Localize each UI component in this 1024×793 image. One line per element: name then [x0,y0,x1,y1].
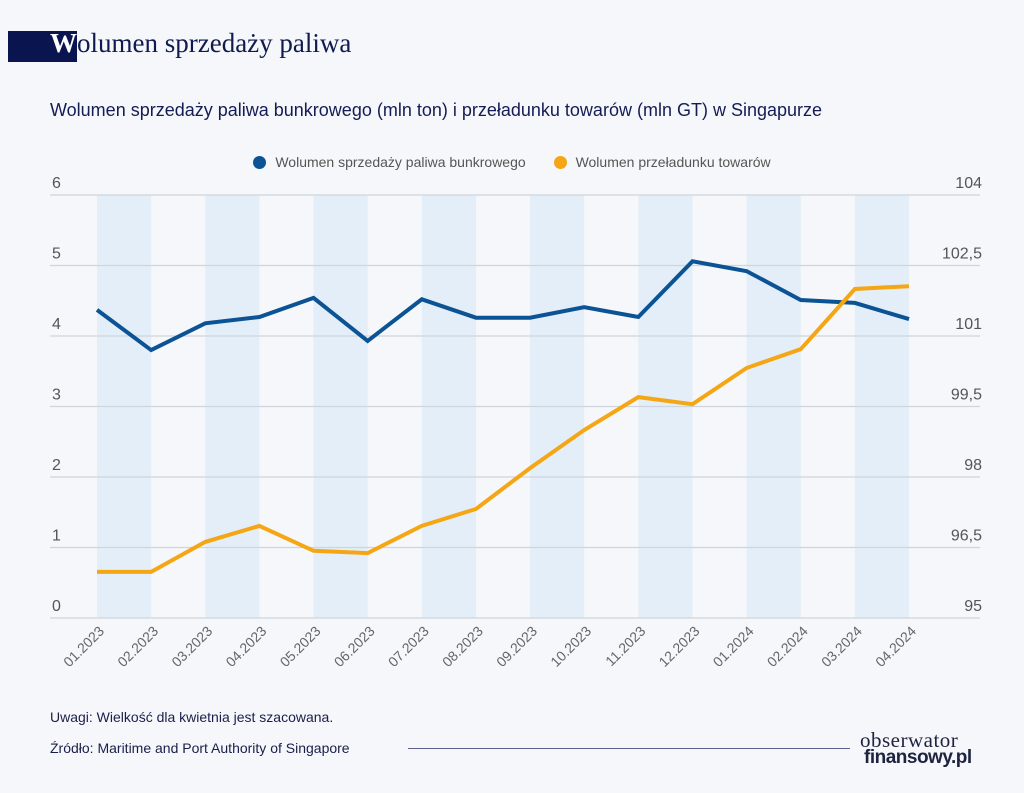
y-left-tick-label: 2 [52,457,61,474]
page-title-rest: olumen sprzedaży paliwa [77,28,352,58]
x-tick-label: 09.2023 [493,623,540,670]
y-right-tick-label: 102,5 [942,246,982,263]
legend-marker-cargo [553,155,567,169]
chart-source: Źródło: Maritime and Port Authority of S… [50,740,350,756]
logo-line1: obserwator [860,728,959,752]
y-right-tick-label: 99,5 [951,387,982,404]
chart-legend: Wolumen sprzedaży paliwa bunkrowego Wolu… [0,154,1024,172]
y-right-tick-label: 104 [955,175,982,192]
y-right-tick-label: 95 [964,598,982,615]
source-divider [408,748,850,749]
x-tick-label: 01.2023 [60,623,107,670]
x-tick-label: 11.2023 [602,623,649,670]
x-tick-label: 02.2023 [114,623,161,670]
x-tick-label: 12.2023 [655,623,702,670]
legend-item-cargo: Wolumen przeładunku towarów [553,154,771,170]
x-tick-label: 04.2023 [222,623,269,670]
page-title: Wolumen sprzedaży paliwa [50,28,351,59]
y-right-tick-label: 98 [964,457,982,474]
chart-note: Uwagi: Wielkość dla kwietnia jest szacow… [50,709,334,725]
chart-title: Wolumen sprzedaży paliwa bunkrowego (mln… [50,100,823,120]
x-tick-label: 05.2023 [277,623,324,670]
logo-line2: finansowy.pl [864,747,972,768]
x-tick-label: 01.2024 [710,623,757,670]
legend-marker-bunker [253,155,267,169]
y-right-tick-label: 101 [955,316,982,333]
x-tick-label: 03.2024 [818,623,865,670]
x-tick-label: 02.2024 [764,623,811,670]
logo: obserwator finansowy.pl [860,728,972,768]
header-accent-block [8,31,77,62]
y-left-tick-label: 5 [52,246,61,263]
y-left-tick-label: 3 [52,387,61,404]
x-tick-label: 07.2023 [385,623,432,670]
legend-label-bunker: Wolumen sprzedaży paliwa bunkrowego [275,154,526,170]
series-line-bunker [95,259,910,353]
x-tick-label: 04.2024 [872,623,919,670]
y-left-tick-label: 4 [52,316,61,333]
series-line-cargo [97,284,910,574]
x-tick-label: 10.2023 [547,623,594,670]
y-left-tick-label: 6 [52,175,61,192]
legend-label-cargo: Wolumen przeładunku towarów [575,154,771,170]
y-right-tick-label: 96,5 [951,528,982,545]
x-tick-label: 08.2023 [439,623,486,670]
legend-item-bunker: Wolumen sprzedaży paliwa bunkrowego [253,154,526,170]
x-tick-label: 06.2023 [331,623,378,670]
y-left-tick-label: 1 [52,528,61,545]
x-tick-label: 03.2023 [168,623,215,670]
y-left-tick-label: 0 [52,598,61,615]
page-title-first-letter: W [50,28,77,58]
